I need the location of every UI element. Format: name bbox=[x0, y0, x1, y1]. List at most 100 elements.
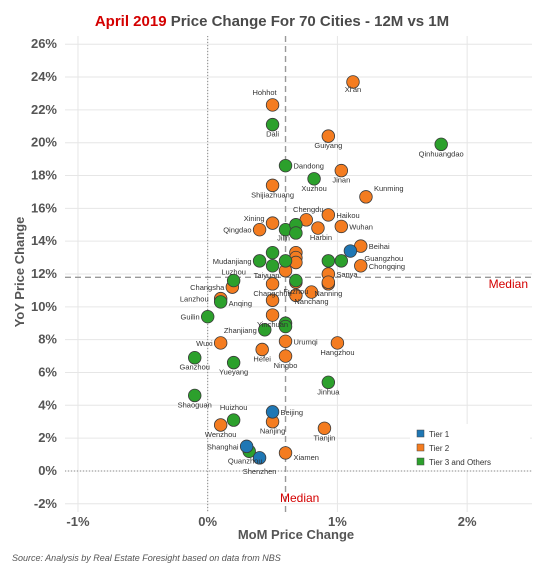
point-label: Xuzhou bbox=[301, 184, 326, 193]
data-point-ningbo bbox=[278, 349, 293, 363]
data-point-wenzhou bbox=[213, 418, 228, 432]
point-label: Huizhou bbox=[220, 403, 248, 412]
y-tick-label: 16% bbox=[31, 200, 57, 215]
point-label: Hohhot bbox=[252, 88, 277, 97]
data-point-hefei bbox=[255, 342, 269, 357]
source-note: Source: Analysis by Real Estate Foresigh… bbox=[12, 553, 281, 563]
legend-swatch-tier2 bbox=[416, 443, 425, 452]
data-point bbox=[289, 288, 303, 303]
point-label: Ganzhou bbox=[179, 363, 209, 372]
x-tick-label: 2% bbox=[458, 514, 477, 529]
point-label: Nanchang bbox=[294, 297, 328, 306]
data-point-kunming bbox=[359, 190, 373, 204]
point-label: Wenzhou bbox=[205, 430, 237, 439]
point-label: Haikou bbox=[336, 211, 359, 220]
point-label: Tianjin bbox=[314, 433, 336, 442]
point-label: Dandong bbox=[294, 162, 324, 171]
y-tick-label: 6% bbox=[38, 364, 57, 379]
point-label: Fuzhou bbox=[283, 287, 308, 296]
point-label: Shaoguan bbox=[178, 400, 212, 409]
point-label: Shanghai bbox=[207, 442, 239, 451]
y-tick-label: 8% bbox=[38, 332, 57, 347]
data-point bbox=[321, 275, 336, 289]
point-label: Jilin bbox=[277, 234, 290, 243]
data-point-dali bbox=[265, 117, 280, 132]
data-point-ganzhou bbox=[188, 351, 202, 365]
data-point-chongqing bbox=[354, 259, 368, 273]
data-point-nanchang bbox=[304, 285, 319, 299]
data-point-hohhot bbox=[265, 98, 280, 112]
data-point-jinhua bbox=[321, 375, 336, 390]
point-label: Qingdao bbox=[223, 226, 251, 235]
data-point-shenzhen bbox=[252, 451, 267, 465]
point-label: Shenzhen bbox=[243, 467, 277, 476]
point-label: Yinchuan bbox=[257, 320, 288, 329]
median-y-label: Median bbox=[489, 277, 528, 291]
data-point bbox=[278, 254, 293, 268]
legend-swatch-tier3 bbox=[416, 457, 425, 466]
data-point-guiyang bbox=[321, 129, 336, 143]
point-label: Changchun bbox=[253, 289, 291, 298]
point-label: Beihai bbox=[369, 242, 390, 251]
data-point bbox=[265, 245, 280, 260]
data-point-shaoguan bbox=[188, 388, 202, 403]
point-label: Changsha bbox=[190, 283, 225, 292]
point-label: Hefei bbox=[253, 355, 271, 364]
data-point-jinan bbox=[334, 163, 349, 178]
data-point bbox=[289, 226, 303, 240]
data-point-anqing bbox=[213, 295, 228, 309]
point-label: Mudanjiang bbox=[213, 257, 252, 266]
data-point bbox=[278, 319, 293, 334]
y-tick-label: 2% bbox=[38, 430, 57, 445]
point-label: Shijiazhuang bbox=[251, 190, 294, 199]
data-point-urumqi bbox=[278, 334, 293, 348]
x-tick-label: 0% bbox=[198, 514, 217, 529]
point-label: Wuxi bbox=[196, 339, 213, 348]
point-label: Hangzhou bbox=[320, 348, 354, 357]
data-point bbox=[321, 254, 336, 268]
point-label: Wuhan bbox=[349, 222, 373, 231]
point-label: Sanya bbox=[336, 270, 358, 279]
data-point bbox=[289, 273, 303, 288]
data-point-xuzhou bbox=[307, 172, 321, 186]
legend-label-tier1: Tier 1 bbox=[429, 430, 450, 439]
point-label: Kunming bbox=[374, 184, 404, 193]
data-point bbox=[265, 293, 280, 307]
data-point-changchun bbox=[265, 277, 280, 291]
legend-box bbox=[410, 424, 530, 470]
point-label: Yueyang bbox=[219, 368, 248, 377]
x-axis-title: MoM Price Change bbox=[238, 527, 354, 542]
y-tick-label: 18% bbox=[31, 168, 57, 183]
point-label: Ningbo bbox=[274, 361, 298, 370]
data-point-taiyuan bbox=[265, 259, 280, 273]
y-tick-label: 14% bbox=[31, 233, 57, 248]
point-label: Nanning bbox=[314, 289, 342, 298]
legend-swatch-tier1 bbox=[416, 429, 425, 438]
point-label: Chongqing bbox=[369, 262, 405, 271]
data-point-tianjin bbox=[317, 421, 332, 435]
y-tick-label: 20% bbox=[31, 135, 57, 150]
data-point-xiamen bbox=[278, 446, 293, 460]
data-point-wuhan bbox=[334, 219, 349, 234]
grid bbox=[65, 36, 532, 512]
data-point-wuxi bbox=[213, 336, 228, 350]
point-label: Xining bbox=[244, 214, 265, 223]
point-label: Luzhou bbox=[221, 268, 246, 277]
point-label: Xiamen bbox=[294, 453, 319, 462]
data-point-harbin bbox=[311, 221, 325, 235]
data-point-haikou bbox=[321, 208, 336, 222]
data-point-mudanjiang bbox=[252, 254, 267, 268]
data-point bbox=[334, 254, 349, 268]
point-label: Lanzhou bbox=[180, 295, 209, 304]
y-tick-label: 4% bbox=[38, 397, 57, 412]
point-label: Guilin bbox=[181, 313, 200, 322]
point-label: Qinhuangdao bbox=[419, 149, 464, 158]
y-tick-label: 22% bbox=[31, 102, 57, 117]
data-point-yinchuan bbox=[265, 308, 280, 322]
point-label: Xi'an bbox=[345, 85, 361, 94]
point-label: Guangzhou bbox=[364, 254, 403, 263]
data-point-zhanjiang bbox=[258, 323, 272, 337]
data-point-guangzhou bbox=[343, 244, 358, 258]
